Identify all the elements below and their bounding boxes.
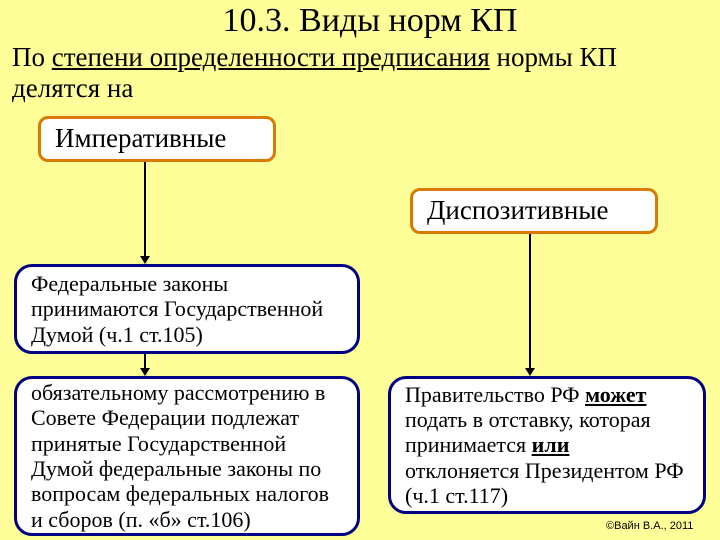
node-dispositive: Диспозитивные <box>410 188 658 234</box>
node-imperative-text: Императивные <box>55 123 226 154</box>
arrow-head-icon <box>140 256 150 264</box>
arrow-line <box>529 234 531 369</box>
node-gov-text: Правительство РФ может подать в отставку… <box>405 382 689 508</box>
title-text: 10.3. Виды норм КП <box>223 2 518 39</box>
subtitle-prefix: По <box>12 42 52 72</box>
copyright-label: ©Вайн В.А., 2011 <box>606 520 693 532</box>
subtitle-underline: степени определенности предписания <box>52 42 490 72</box>
node-dispositive-text: Диспозитивные <box>427 195 609 226</box>
slide-title: 10.3. Виды норм КП <box>120 2 620 46</box>
arrow-line <box>144 162 146 257</box>
node-law1-text: Федеральные законы принимаются Государст… <box>31 271 343 347</box>
copyright-text: ©Вайн В.А., 2011 <box>606 520 693 532</box>
arrow-line <box>144 354 146 369</box>
node-imperative: Императивные <box>38 116 276 162</box>
arrow-head-icon <box>140 368 150 376</box>
node-law2-text: обязательному рассмотрению в Совете Феде… <box>31 380 343 532</box>
node-gov: Правительство РФ может подать в отставку… <box>388 376 706 514</box>
node-law1: Федеральные законы принимаются Государст… <box>14 264 360 354</box>
node-law2: обязательному рассмотрению в Совете Феде… <box>14 376 360 536</box>
slide-subtitle: По степени определенности предписания но… <box>12 42 708 112</box>
arrow-head-icon <box>525 368 535 376</box>
